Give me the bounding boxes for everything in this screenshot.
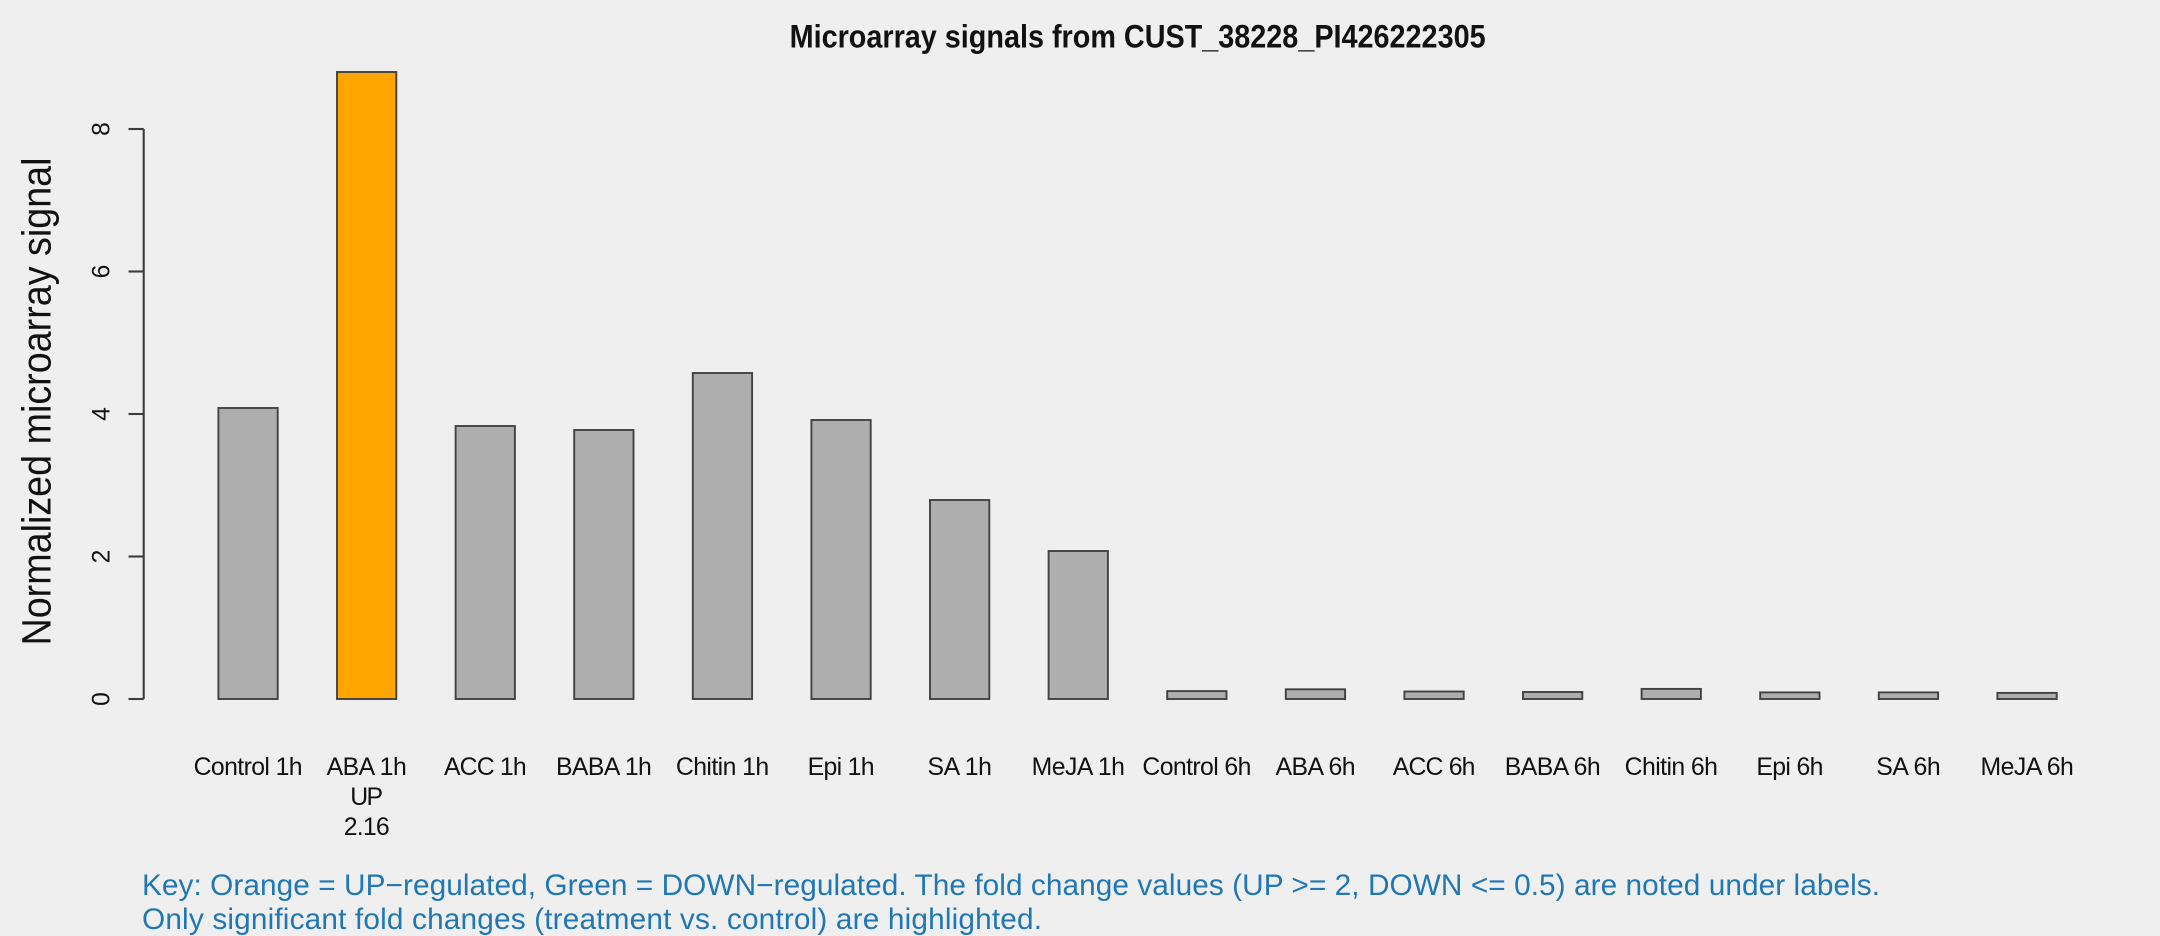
svg-text:ABA 6h: ABA 6h xyxy=(1275,754,1355,781)
svg-text:6: 6 xyxy=(88,265,115,279)
svg-text:Microarray signals from CUST_3: Microarray signals from CUST_38228_PI426… xyxy=(790,18,1486,55)
svg-text:BABA 6h: BABA 6h xyxy=(1505,754,1601,781)
svg-text:Control 1h: Control 1h xyxy=(194,754,303,781)
svg-text:Epi 6h: Epi 6h xyxy=(1756,754,1823,781)
svg-text:Chitin 1h: Chitin 1h xyxy=(676,754,769,781)
svg-text:MeJA 6h: MeJA 6h xyxy=(1980,754,2073,781)
svg-text:0: 0 xyxy=(88,692,115,706)
svg-text:4: 4 xyxy=(88,407,115,421)
svg-text:8: 8 xyxy=(88,122,115,136)
svg-text:SA 1h: SA 1h xyxy=(928,754,992,781)
svg-text:Epi 1h: Epi 1h xyxy=(808,754,875,781)
svg-text:MeJA 1h: MeJA 1h xyxy=(1032,754,1125,781)
svg-text:SA 6h: SA 6h xyxy=(1876,754,1940,781)
svg-text:Normalized microarray signal: Normalized microarray signal xyxy=(14,158,60,646)
svg-text:ACC 6h: ACC 6h xyxy=(1393,754,1476,781)
svg-text:ACC 1h: ACC 1h xyxy=(444,754,527,781)
svg-text:Key: Orange = UP−regulated, Gr: Key: Orange = UP−regulated, Green = DOWN… xyxy=(142,869,1880,902)
svg-text:Only significant fold changes: Only significant fold changes (treatment… xyxy=(142,903,1042,936)
svg-text:Chitin 6h: Chitin 6h xyxy=(1625,754,1718,781)
svg-text:UP: UP xyxy=(350,784,383,811)
svg-text:Control 6h: Control 6h xyxy=(1142,754,1251,781)
svg-text:2: 2 xyxy=(88,550,115,564)
svg-text:BABA 1h: BABA 1h xyxy=(556,754,652,781)
svg-text:ABA 1h: ABA 1h xyxy=(327,754,407,781)
svg-text:2.16: 2.16 xyxy=(344,814,390,841)
